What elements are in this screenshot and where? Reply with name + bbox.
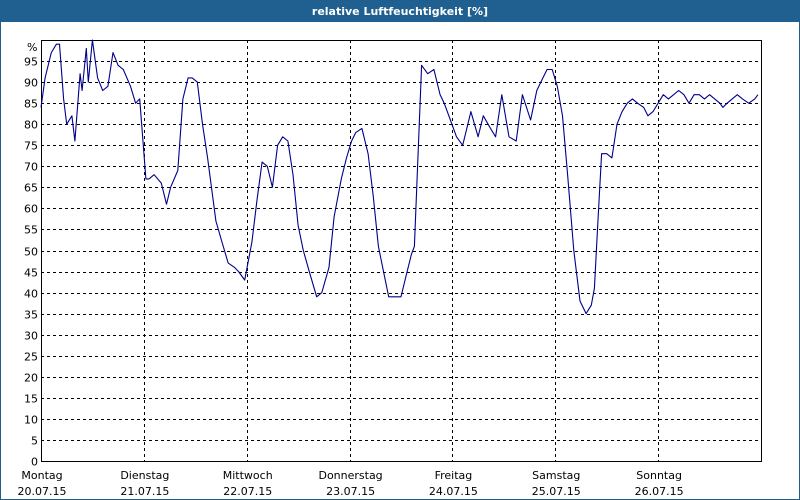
y-tick-label: 90	[24, 77, 38, 90]
y-axis-ticks: 0 5 10 15 20 25 30 35 40 45 50 55 60 65 70 75 80 85 90 95	[24, 56, 38, 469]
y-tick-label: 95	[24, 56, 38, 69]
y-axis-unit-label: %	[27, 41, 37, 54]
x-tick-day-label: Sonntag	[636, 469, 682, 482]
y-tick-label: 65	[24, 182, 38, 195]
x-tick-day-label: Montag	[21, 469, 62, 482]
x-tick-date-label: 26.07.15	[635, 485, 684, 498]
chart-title: relative Luftfeuchtigkeit [%]	[311, 5, 489, 18]
x-tick-day-label: Samstag	[532, 469, 580, 482]
x-tick-date-label: 22.07.15	[223, 485, 272, 498]
title-bar: relative Luftfeuchtigkeit [%]	[1, 1, 799, 22]
y-tick-label: 25	[24, 351, 38, 364]
series-group	[40, 39, 759, 315]
y-tick-label: 80	[24, 119, 38, 132]
y-tick-label: 75	[24, 140, 38, 153]
plot-area-border	[41, 40, 762, 462]
y-tick-label: 55	[24, 224, 38, 237]
x-tick-day-label: Dienstag	[120, 469, 169, 482]
y-tick-label: 85	[24, 98, 38, 111]
y-tick-label: 60	[24, 203, 38, 216]
x-tick-date-label: 25.07.15	[532, 485, 581, 498]
y-tick-label: 30	[24, 330, 38, 343]
y-tick-label: 10	[24, 414, 38, 427]
y-tick-label: 0	[31, 456, 38, 469]
y-tick-label: 35	[24, 309, 38, 322]
y-tick-label: 50	[24, 246, 38, 259]
x-tick-day-label: Freitag	[435, 469, 473, 482]
y-tick-label: 15	[24, 393, 38, 406]
x-tick-date-label: 20.07.15	[18, 485, 67, 498]
x-tick-date-label: 23.07.15	[326, 485, 375, 498]
x-axis-ticks: Montag 20.07.15 Dienstag 21.07.15 Mittwoch 22…	[18, 469, 684, 498]
y-tick-label: 5	[31, 435, 38, 448]
y-tick-label: 70	[24, 161, 38, 174]
grid	[41, 40, 761, 461]
x-tick-date-label: 21.07.15	[120, 485, 169, 498]
y-tick-label: 40	[24, 288, 38, 301]
x-tick-date-label: 24.07.15	[429, 485, 478, 498]
x-tick-day-label: Donnerstag	[318, 469, 382, 482]
humidity-series-line	[40, 39, 759, 315]
x-tick-day-label: Mittwoch	[223, 469, 273, 482]
y-tick-label: 45	[24, 267, 38, 280]
y-tick-label: 20	[24, 372, 38, 385]
